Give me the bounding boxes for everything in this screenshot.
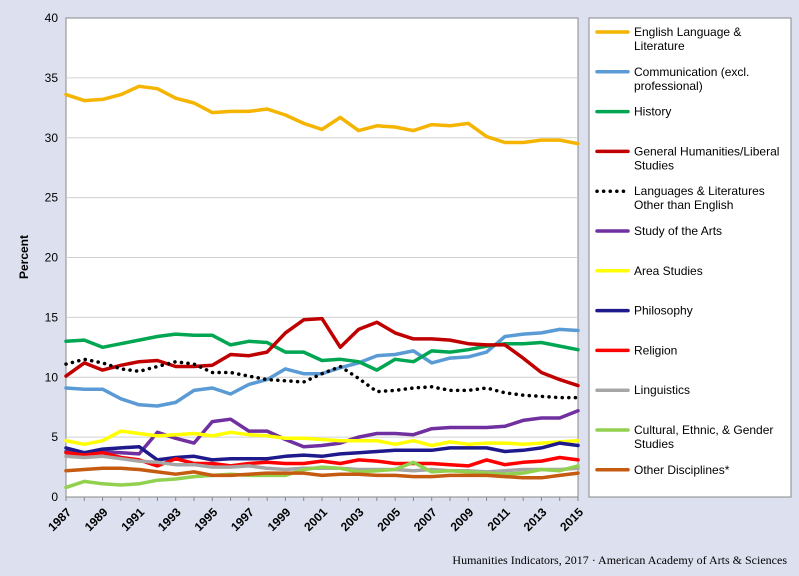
x-tick-label: 2007 xyxy=(411,505,440,534)
series-line-8 xyxy=(64,450,580,468)
series-line-4 xyxy=(64,357,580,400)
x-tick-label: 2015 xyxy=(557,505,586,534)
legend-box xyxy=(588,17,792,498)
legend-label: Philosophy xyxy=(634,304,693,318)
legend-item: Linguistics xyxy=(595,383,690,397)
x-tick-label: 2013 xyxy=(521,505,550,534)
series-line-11 xyxy=(64,466,580,480)
legend-label: Languages & Literatures Other than Englis… xyxy=(634,184,765,212)
series-line-0 xyxy=(64,84,580,146)
series-line-3 xyxy=(64,316,580,388)
series-line-7 xyxy=(64,441,580,462)
legend: English Language & Literature Communicatio… xyxy=(595,25,779,477)
y-axis-title: Percent xyxy=(17,235,31,279)
x-tick-label: 1995 xyxy=(192,505,221,534)
x-tick-label: 1991 xyxy=(118,505,147,534)
x-tick-label: 1997 xyxy=(228,505,257,534)
y-tick-label: 20 xyxy=(45,251,59,265)
legend-item: Communication (excl. professional) xyxy=(595,65,749,93)
x-tick-label: 2009 xyxy=(448,505,477,534)
legend-item: Cultural, Ethnic, & Gender Studies xyxy=(595,423,773,451)
legend-label: Study of the Arts xyxy=(634,224,722,238)
legend-item: History xyxy=(595,105,671,119)
y-tick-label: 35 xyxy=(45,71,59,85)
x-tick-label: 2005 xyxy=(374,505,403,534)
legend-label: Linguistics xyxy=(634,383,690,397)
legend-label: General Humanities/Liberal Studies xyxy=(634,144,779,172)
series-line-10 xyxy=(64,460,580,490)
legend-label: History xyxy=(634,105,671,119)
y-tick-label: 5 xyxy=(51,430,58,444)
x-tick-label: 2011 xyxy=(485,505,514,534)
legend-label: Area Studies xyxy=(634,264,703,278)
legend-label: Other Disciplines* xyxy=(634,463,730,477)
source-credit: Humanities Indicators, 2017 · American A… xyxy=(452,553,787,567)
legend-item: English Language & Literature xyxy=(595,25,741,53)
legend-item: Other Disciplines* xyxy=(595,463,730,477)
legend-item: Philosophy xyxy=(595,304,693,318)
legend-item: Languages & Literatures Other than Englis… xyxy=(595,184,765,212)
y-tick-label: 30 xyxy=(45,131,59,145)
x-tick-label: 2003 xyxy=(338,505,367,534)
legend-label: Cultural, Ethnic, & Gender Studies xyxy=(634,423,773,451)
legend-label: English Language & Literature xyxy=(634,25,741,53)
x-tick-label: 2001 xyxy=(301,505,330,534)
y-tick-label: 40 xyxy=(45,11,59,25)
series-lines xyxy=(64,84,580,490)
legend-item: Religion xyxy=(595,343,677,357)
legend-item: Study of the Arts xyxy=(595,224,722,238)
x-tick-label: 1993 xyxy=(155,505,184,534)
series-line-5 xyxy=(64,409,580,456)
y-tick-label: 0 xyxy=(51,490,58,504)
y-tick-label: 25 xyxy=(45,191,59,205)
x-tick-label: 1987 xyxy=(45,505,74,534)
series-line-6 xyxy=(64,429,580,448)
y-tick-label: 10 xyxy=(45,370,59,384)
y-tick-label: 15 xyxy=(45,310,59,324)
legend-item: General Humanities/Liberal Studies xyxy=(595,144,779,172)
x-tick-label: 1989 xyxy=(82,505,111,534)
x-tick-label: 1999 xyxy=(265,505,294,534)
legend-item: Area Studies xyxy=(595,264,703,278)
legend-label: Religion xyxy=(634,343,677,357)
legend-label: Communication (excl. professional) xyxy=(634,65,749,93)
